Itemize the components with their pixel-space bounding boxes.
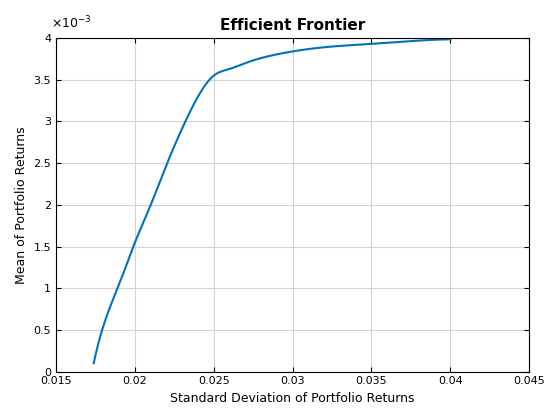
Y-axis label: Mean of Portfolio Returns: Mean of Portfolio Returns	[15, 126, 28, 284]
Text: $\times10^{-3}$: $\times10^{-3}$	[52, 15, 92, 32]
X-axis label: Standard Deviation of Portfolio Returns: Standard Deviation of Portfolio Returns	[170, 392, 415, 405]
Title: Efficient Frontier: Efficient Frontier	[220, 18, 365, 33]
